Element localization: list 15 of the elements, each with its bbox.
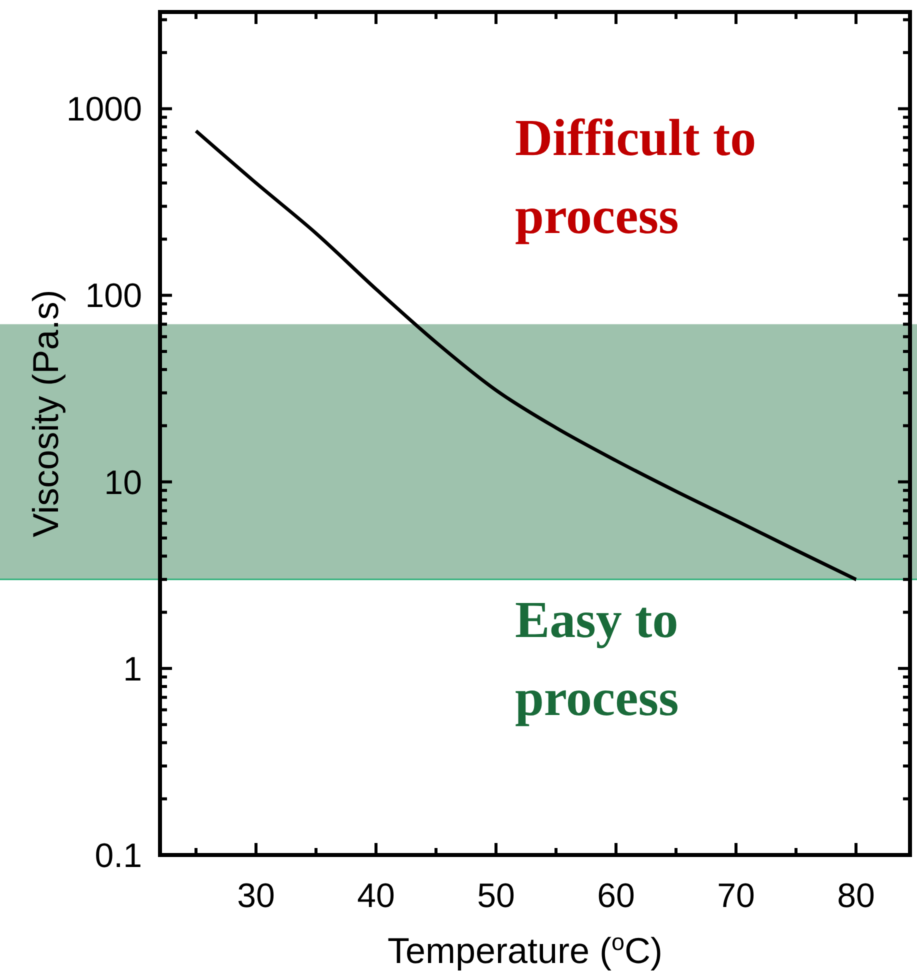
x-tick-label: 80 xyxy=(837,877,875,915)
annotation: Difficult to process xyxy=(515,110,756,245)
annotation: Easy to process xyxy=(515,592,679,727)
x-tick-label: 50 xyxy=(477,877,515,915)
y-tick-label: 10 xyxy=(104,464,142,502)
y-tick-label: 100 xyxy=(85,277,142,316)
x-tick-label: 40 xyxy=(357,877,395,915)
y-axis-title: Viscosity (Pa.s) xyxy=(25,290,66,538)
y-tick-label: 0.1 xyxy=(94,836,142,875)
x-axis-title: Temperature ($^{o}$C) xyxy=(387,929,663,971)
y-tick-label: 1 xyxy=(123,650,142,688)
x-tick-label: 70 xyxy=(717,877,755,915)
x-tick-label: 60 xyxy=(597,877,635,915)
y-tick-label: 1000 xyxy=(66,90,142,129)
x-tick-label: 30 xyxy=(237,877,275,915)
